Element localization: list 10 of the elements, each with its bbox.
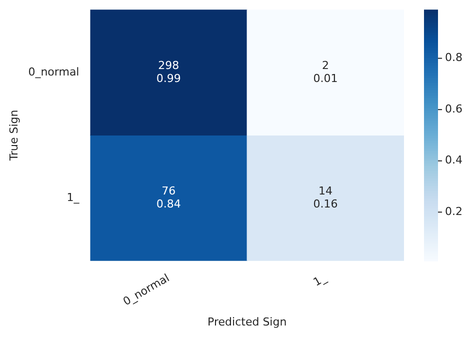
y-axis-title: True Sign [7,110,20,162]
color-bar-label: 0.4 [445,154,462,167]
data-label: 14 0.16 [313,184,338,210]
x-axis-title: Predicted Sign [208,315,287,328]
color-bar-label: 0.8 [445,51,462,64]
data-label: 2 0.01 [313,58,338,85]
data-label: 76 0.84 [156,184,181,210]
color-bar-label: 0.2 [445,204,462,218]
color-bar-label: 0.6 [445,102,462,116]
data-label: 298 0.99 [156,58,181,85]
